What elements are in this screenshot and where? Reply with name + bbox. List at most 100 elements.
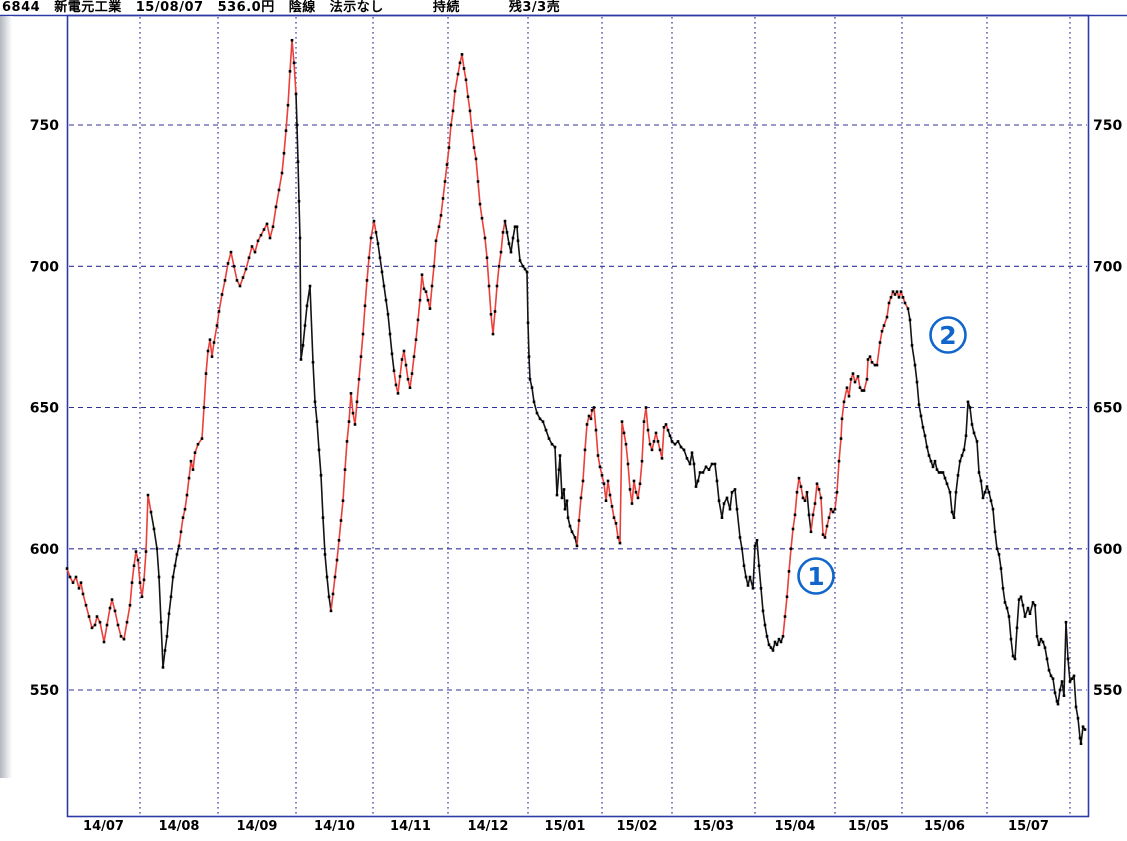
y-axis-label-left: 550 bbox=[30, 683, 59, 699]
price-line-segment bbox=[556, 468, 560, 496]
price-dot bbox=[694, 485, 698, 488]
price-dot bbox=[962, 448, 966, 452]
price-line-segment bbox=[450, 110, 454, 126]
price-dot bbox=[608, 493, 612, 497]
price-line-segment bbox=[516, 225, 519, 242]
price-line-segment bbox=[1075, 706, 1079, 720]
price-dot bbox=[941, 471, 945, 474]
price-line-segment bbox=[452, 90, 456, 112]
price-line-segment bbox=[348, 392, 352, 423]
price-dot bbox=[518, 259, 522, 262]
price-line-segment bbox=[379, 256, 383, 273]
price-dot bbox=[414, 338, 418, 341]
price-line-segment bbox=[433, 240, 437, 268]
price-dot bbox=[357, 377, 361, 381]
price-dot bbox=[1035, 635, 1039, 638]
price-dot bbox=[979, 479, 983, 483]
price-line-segment bbox=[729, 491, 733, 511]
price-line-segment bbox=[147, 494, 152, 513]
price-line-segment bbox=[368, 237, 372, 259]
price-dot bbox=[966, 400, 970, 404]
price-line-segment bbox=[714, 463, 718, 482]
last-price: 536.0円 bbox=[217, 0, 275, 15]
price-dot bbox=[1070, 677, 1074, 680]
price-line-segment bbox=[403, 350, 407, 366]
price-line-segment bbox=[1010, 638, 1014, 657]
price-line-segment bbox=[619, 420, 623, 544]
price-dot bbox=[445, 163, 449, 166]
price-line-segment bbox=[429, 285, 433, 310]
price-dot bbox=[622, 431, 626, 435]
price-line-segment bbox=[419, 273, 423, 301]
y-axis-label-left: 700 bbox=[30, 259, 59, 275]
price-line-segment bbox=[1065, 621, 1069, 660]
price-dot bbox=[116, 623, 120, 627]
price-dot bbox=[765, 635, 769, 638]
price-dot bbox=[157, 575, 161, 579]
price-dot bbox=[995, 547, 999, 551]
price-dot bbox=[1019, 595, 1023, 599]
price-dot bbox=[927, 454, 931, 457]
price-line-segment bbox=[467, 95, 471, 112]
price-line-segment bbox=[848, 378, 852, 398]
price-dot bbox=[179, 530, 183, 534]
price-dot bbox=[282, 151, 286, 155]
price-line-segment bbox=[318, 449, 322, 477]
price-line-segment bbox=[296, 124, 299, 163]
price-dot bbox=[856, 375, 860, 378]
price-dot bbox=[404, 363, 408, 367]
price-dot bbox=[191, 468, 195, 471]
price-dot bbox=[200, 437, 204, 440]
price-dot bbox=[341, 499, 345, 503]
price-line-segment bbox=[399, 358, 403, 378]
price-line-segment bbox=[366, 256, 370, 282]
price-line-segment bbox=[526, 271, 529, 324]
price-line-segment bbox=[360, 333, 364, 358]
y-axis-label-right: 750 bbox=[1093, 118, 1122, 134]
price-dot bbox=[206, 349, 210, 353]
price-line-segment bbox=[657, 440, 661, 451]
price-dot bbox=[933, 459, 937, 463]
y-axis-label-left: 650 bbox=[30, 401, 59, 417]
price-dot bbox=[975, 440, 979, 443]
price-line-segment bbox=[1000, 567, 1004, 590]
price-line-segment bbox=[554, 446, 558, 496]
price-line-segment bbox=[239, 276, 244, 287]
price-dot bbox=[122, 637, 126, 641]
price-line-segment bbox=[971, 423, 975, 434]
x-axis-label: 15/06 bbox=[924, 819, 965, 834]
price-line-segment bbox=[542, 420, 547, 431]
price-dot bbox=[662, 425, 666, 429]
price-dot bbox=[432, 264, 436, 268]
price-dot bbox=[652, 440, 656, 443]
price-dot bbox=[1083, 728, 1087, 731]
window-left-edge bbox=[0, 16, 13, 778]
price-dot bbox=[241, 276, 245, 279]
price-dot bbox=[189, 459, 193, 463]
price-line-segment bbox=[291, 39, 295, 64]
price-dot bbox=[525, 270, 529, 274]
price-dot bbox=[956, 474, 960, 477]
price-dot bbox=[408, 386, 412, 390]
price-dot bbox=[466, 95, 470, 99]
price-line-segment bbox=[281, 152, 285, 174]
price-line-segment bbox=[786, 570, 790, 598]
price-line-segment bbox=[741, 547, 745, 567]
price-dot bbox=[787, 570, 791, 573]
price-line-segment bbox=[299, 237, 302, 361]
price-dot bbox=[821, 533, 825, 536]
position-status: 残3/3売 bbox=[508, 0, 561, 15]
price-dot bbox=[811, 513, 815, 517]
price-dot bbox=[472, 146, 476, 149]
price-line-segment bbox=[766, 635, 770, 646]
price-dot bbox=[704, 465, 708, 469]
price-dot bbox=[441, 197, 445, 200]
price-line-segment bbox=[346, 420, 350, 443]
price-line-segment bbox=[479, 203, 483, 220]
price-dot bbox=[437, 225, 441, 228]
price-line-segment bbox=[471, 129, 475, 149]
price-dot bbox=[1055, 700, 1059, 703]
price-line-segment bbox=[172, 564, 176, 578]
price-line-segment bbox=[691, 451, 695, 465]
price-dot bbox=[781, 635, 785, 638]
